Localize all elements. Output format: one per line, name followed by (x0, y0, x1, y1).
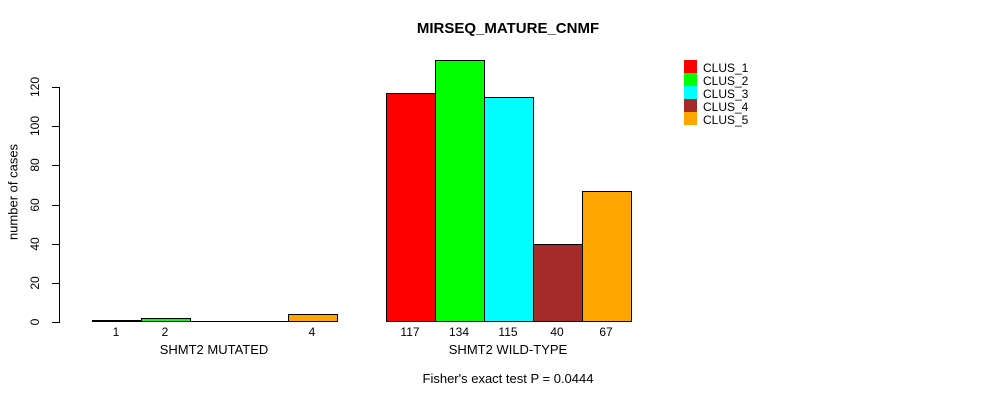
bar-value-label: 2 (161, 325, 169, 339)
legend-swatch-clus_3 (684, 86, 697, 99)
legend-swatch-clus_4 (684, 99, 697, 112)
legend-swatch-clus_5 (684, 112, 697, 125)
legend-label-clus_4: CLUS_4 (703, 99, 749, 114)
y-axis-line (59, 87, 60, 323)
legend-label-clus_1: CLUS_1 (703, 60, 749, 75)
y-tick-mark (52, 204, 59, 206)
y-tick-mark (52, 243, 59, 245)
legend-swatch-clus_1 (684, 60, 697, 73)
y-tick-mark (52, 165, 59, 167)
bar-value-label: 1 (112, 325, 120, 339)
y-tick-label: 60 (28, 197, 42, 212)
bar-clus_1 (91, 320, 142, 323)
bar-clus_1 (385, 92, 436, 322)
y-tick-label: 100 (28, 116, 42, 137)
bar-clus_5 (581, 190, 632, 322)
y-tick-label: 40 (28, 236, 42, 251)
bar-value-label: 117 (400, 325, 420, 339)
legend-label-clus_3: CLUS_3 (703, 86, 749, 101)
legend-swatch-clus_2 (684, 73, 697, 86)
y-tick-label: 80 (28, 158, 42, 173)
y-tick-label: 20 (28, 276, 42, 290)
legend-label-clus_2: CLUS_2 (703, 73, 749, 88)
x-group-label: SHMT2 WILD-TYPE (448, 342, 568, 357)
bar-value-label: 4 (308, 325, 316, 339)
bar-clus_2 (434, 59, 485, 322)
bar-clus_3 (483, 96, 534, 322)
y-tick-mark (52, 322, 59, 323)
chart-title: MIRSEQ_MATURE_CNMF (416, 20, 600, 37)
y-axis-label: number of cases (5, 143, 21, 241)
y-tick-label: 0 (28, 318, 42, 326)
bar-value-label: 67 (599, 325, 613, 339)
bar-value-label: 115 (498, 325, 518, 339)
bar-clus_4 (532, 243, 583, 322)
x-group-label: SHMT2 MUTATED (159, 342, 269, 357)
y-tick-mark (52, 87, 59, 88)
legend-label-clus_5: CLUS_5 (703, 112, 749, 127)
bar-value-label: 40 (550, 325, 564, 339)
bar-clus_2 (140, 318, 191, 322)
y-tick-mark (52, 282, 59, 284)
y-tick-mark (52, 126, 59, 128)
fisher-test-annotation: Fisher's exact test P = 0.0444 (422, 371, 594, 386)
group-baseline (91, 321, 338, 322)
y-tick-label: 120 (28, 76, 42, 98)
bar-clus_5 (287, 314, 338, 322)
bar-value-label: 134 (448, 325, 470, 339)
